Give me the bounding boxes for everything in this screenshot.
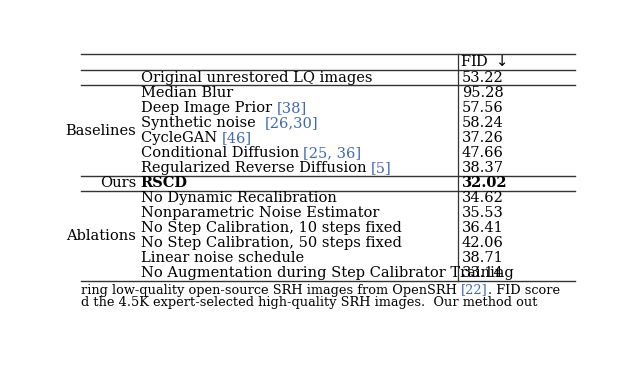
Text: No Augmentation during Step Calibrator Training: No Augmentation during Step Calibrator T… [141,266,513,280]
Text: 32.02: 32.02 [462,176,508,190]
Text: Synthetic noise: Synthetic noise [141,116,264,130]
Text: No Step Calibration, 10 steps fixed: No Step Calibration, 10 steps fixed [141,221,401,235]
Text: 38.71: 38.71 [462,251,504,265]
Text: Nonparametric Noise Estimator: Nonparametric Noise Estimator [141,206,379,220]
Text: . FID score: . FID score [488,284,560,297]
Text: Original unrestored LQ images: Original unrestored LQ images [141,71,372,85]
Text: 58.24: 58.24 [462,116,504,130]
Text: No Step Calibration, 50 steps fixed: No Step Calibration, 50 steps fixed [141,236,401,250]
Text: Baselines: Baselines [65,124,136,138]
Text: FID $\downarrow$: FID $\downarrow$ [460,54,507,70]
Text: Ablations: Ablations [66,229,136,243]
Text: [26,30]: [26,30] [264,116,318,130]
Text: No Dynamic Recalibration: No Dynamic Recalibration [141,191,337,205]
Text: Median Blur: Median Blur [141,86,233,100]
Text: 53.22: 53.22 [462,71,504,85]
Text: [46]: [46] [221,131,252,145]
Text: [5]: [5] [371,161,392,175]
Text: ring low-quality open-source SRH images from OpenSRH: ring low-quality open-source SRH images … [81,284,461,297]
Text: [38]: [38] [276,101,307,115]
Text: d the 4.5K expert-selected high-quality SRH images.  Our method out: d the 4.5K expert-selected high-quality … [81,296,538,309]
Text: 95.28: 95.28 [462,86,504,100]
Text: RSCD: RSCD [141,176,188,190]
Text: 33.14: 33.14 [462,266,504,280]
Text: CycleGAN: CycleGAN [141,131,221,145]
Text: Ours: Ours [100,176,136,190]
Text: 47.66: 47.66 [462,146,504,160]
Text: [25, 36]: [25, 36] [303,146,362,160]
Text: Linear noise schedule: Linear noise schedule [141,251,303,265]
Text: 57.56: 57.56 [462,101,504,115]
Text: 38.37: 38.37 [462,161,504,175]
Text: 34.62: 34.62 [462,191,504,205]
Text: 42.06: 42.06 [462,236,504,250]
Text: [22]: [22] [461,284,488,297]
Text: 37.26: 37.26 [462,131,504,145]
Text: Conditional Diffusion: Conditional Diffusion [141,146,303,160]
Text: Deep Image Prior: Deep Image Prior [141,101,276,115]
Text: 35.53: 35.53 [462,206,504,220]
Text: 36.41: 36.41 [462,221,504,235]
Text: Regularized Reverse Diffusion: Regularized Reverse Diffusion [141,161,371,175]
